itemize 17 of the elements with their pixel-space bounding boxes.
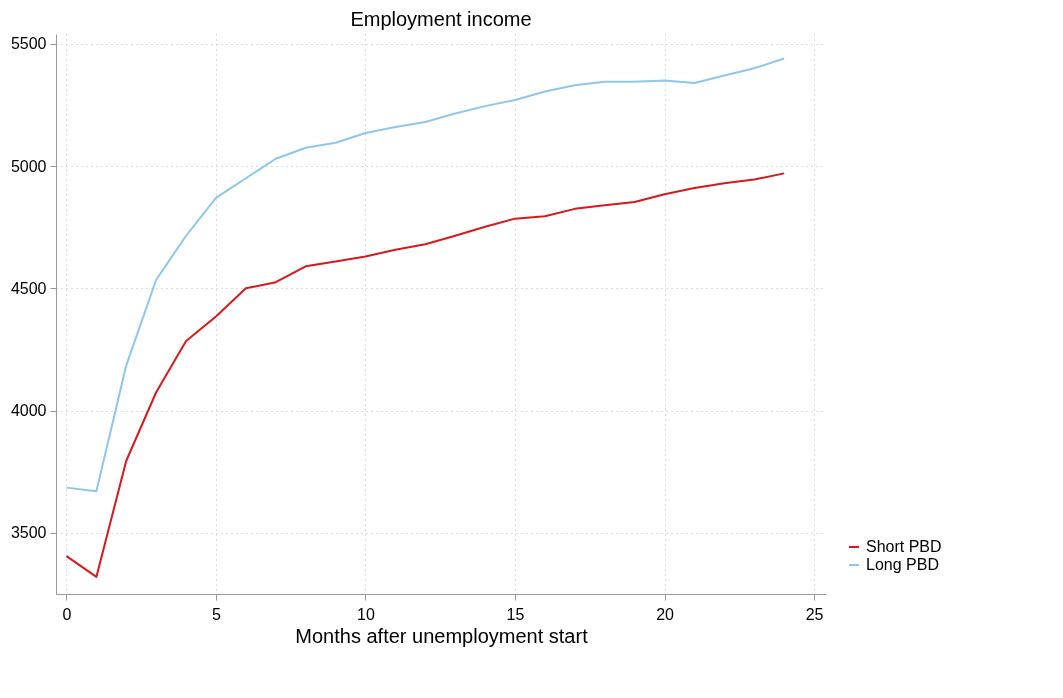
y-tick-label: 4000 — [10, 402, 47, 420]
y-tick-label: 3500 — [10, 524, 47, 542]
legend-label: Long PBD — [866, 556, 939, 573]
legend-label: Short PBD — [866, 538, 942, 555]
x-tick-label: 15 — [506, 605, 525, 623]
chart-title: Employment income — [350, 8, 532, 30]
line-series — [65, 172, 786, 578]
x-tick-label: 25 — [805, 605, 824, 623]
y-tick-label: 5000 — [10, 157, 47, 175]
x-axis-title: Months after unemployment start — [295, 624, 589, 647]
x-tick-label: 5 — [212, 605, 222, 623]
line-series — [65, 57, 786, 493]
y-tick-label: 5500 — [10, 35, 47, 53]
x-tick-label: 10 — [357, 605, 375, 623]
x-tick-label: 0 — [62, 605, 72, 623]
x-tick-label: 20 — [656, 605, 675, 623]
y-tick-label: 4500 — [10, 279, 47, 297]
